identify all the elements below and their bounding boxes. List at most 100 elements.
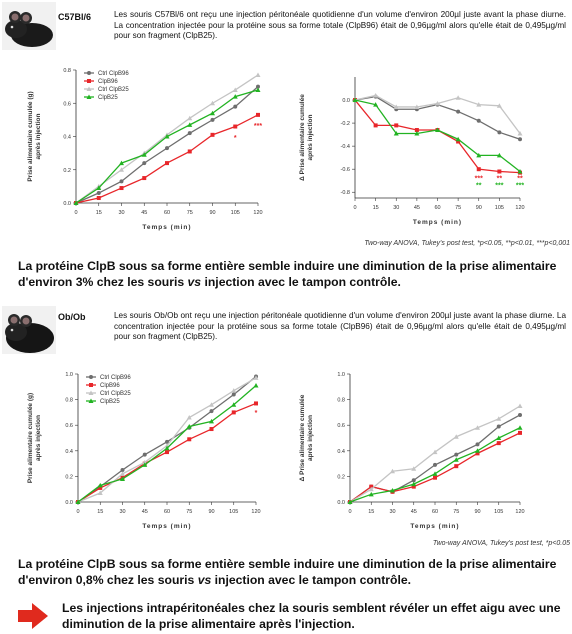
footnote: Two-way ANOVA, Tukey's post test, *p<0.0… — [364, 240, 570, 247]
x-tick-label: 60 — [434, 205, 440, 211]
data-point — [164, 134, 170, 139]
x-tick-label: 45 — [141, 210, 147, 216]
final-conclusion: Les injections intrapéritonéales chez la… — [62, 601, 561, 631]
data-point — [432, 471, 438, 476]
x-tick-label: 75 — [453, 509, 459, 515]
y-axis-label: après injection — [307, 415, 314, 461]
legend-marker — [88, 390, 94, 395]
data-point — [390, 487, 395, 493]
data-point — [231, 410, 236, 415]
conclusion: La protéine ClpB sous sa forme entière s… — [18, 258, 566, 290]
data-point — [496, 441, 501, 446]
x-tick-label: 105 — [229, 509, 238, 515]
x-tick-label: 105 — [231, 210, 240, 216]
significance: ** — [517, 176, 523, 183]
data-point — [518, 412, 522, 417]
x-tick-label: 75 — [455, 205, 461, 211]
data-point — [454, 464, 459, 469]
x-tick-label: 15 — [97, 509, 103, 515]
data-point — [96, 196, 101, 201]
data-point — [210, 110, 215, 116]
data-point — [210, 117, 215, 122]
arrow-icon — [18, 603, 48, 629]
x-axis-label: Temps (min) — [410, 523, 459, 530]
y-tick-label: 0.4 — [337, 449, 345, 455]
data-point — [232, 87, 238, 92]
y-tick-label: 1.0 — [337, 372, 345, 378]
y-tick-label: 0.0 — [337, 500, 345, 506]
data-point — [352, 97, 358, 103]
legend-label: Ctrl ClpB25 — [98, 87, 129, 93]
mouse-icon — [2, 306, 56, 354]
data-point — [142, 161, 147, 166]
x-tick-label: 45 — [414, 205, 420, 211]
data-point — [414, 128, 419, 133]
y-tick-label: -0.2 — [341, 121, 350, 127]
series-line — [75, 114, 259, 204]
chart: 0.0 0.2 0.4 0.6 0.8 0 15 30 45 60 75 90 105 120 Temps … — [27, 68, 263, 231]
data-point — [432, 449, 438, 455]
data-point — [411, 478, 416, 483]
data-point — [209, 402, 214, 407]
description: Les souris C57Bl/6 ont reçu une injectio… — [114, 10, 566, 40]
data-point — [475, 425, 480, 430]
data-point — [120, 468, 125, 472]
x-tick-label: 0 — [76, 509, 79, 515]
legend-label: Ctrl ClpB25 — [100, 391, 131, 397]
data-point — [119, 179, 124, 184]
data-point — [455, 95, 461, 100]
data-point — [453, 434, 459, 439]
legend-marker — [88, 398, 94, 403]
legend-marker — [87, 71, 91, 75]
y-tick-label: 0.2 — [65, 474, 73, 480]
data-point — [120, 476, 125, 481]
data-point — [373, 92, 379, 98]
x-tick-label: 60 — [164, 210, 170, 216]
y-tick-label: 0.6 — [337, 423, 345, 429]
legend-marker — [87, 79, 91, 83]
significance: ** — [497, 176, 503, 183]
data-point — [119, 167, 124, 172]
legend-marker — [89, 383, 93, 387]
x-axis-label: Temps (min) — [142, 523, 191, 530]
data-point — [456, 139, 461, 144]
data-point — [165, 146, 169, 151]
x-tick-label: 15 — [368, 509, 374, 515]
data-point — [165, 439, 169, 444]
x-tick-label: 15 — [96, 210, 102, 216]
x-tick-label: 120 — [515, 509, 524, 515]
data-point — [141, 152, 147, 157]
y-tick-label: -0.4 — [341, 144, 350, 150]
x-axis-label: Temps (min) — [142, 224, 191, 231]
y-axis-label: Δ Prise alimentaire cumulée — [299, 94, 306, 181]
data-point — [209, 409, 214, 414]
x-tick-label: 120 — [251, 509, 260, 515]
y-tick-label: 0.0 — [65, 500, 73, 506]
footnote: Two-way ANOVA, Tukey's post test, *p<0.0… — [432, 540, 570, 547]
data-point — [475, 442, 480, 447]
x-axis-label: Temps (min) — [413, 219, 462, 226]
data-point — [433, 462, 437, 467]
legend-marker — [86, 94, 92, 99]
x-tick-label: 60 — [164, 509, 170, 515]
data-point — [347, 499, 353, 504]
data-point — [119, 160, 124, 166]
data-point — [97, 482, 103, 488]
series-line — [349, 414, 521, 503]
data-point — [186, 415, 192, 420]
x-tick-label: 0 — [353, 205, 356, 211]
data-point — [373, 102, 379, 107]
data-point — [187, 149, 192, 154]
x-tick-label: 0 — [348, 509, 351, 515]
y-tick-label: 0.6 — [65, 423, 73, 429]
y-tick-label: 1.0 — [65, 372, 73, 378]
data-point — [209, 427, 214, 432]
data-point — [142, 176, 147, 181]
legend-label: Ctrl ClpB96 — [100, 375, 131, 381]
data-point — [164, 445, 170, 451]
significance: ** — [476, 183, 482, 190]
y-tick-label: 0.8 — [65, 398, 73, 404]
significance: *** — [475, 176, 483, 183]
data-point — [414, 104, 420, 109]
data-point — [496, 103, 502, 108]
